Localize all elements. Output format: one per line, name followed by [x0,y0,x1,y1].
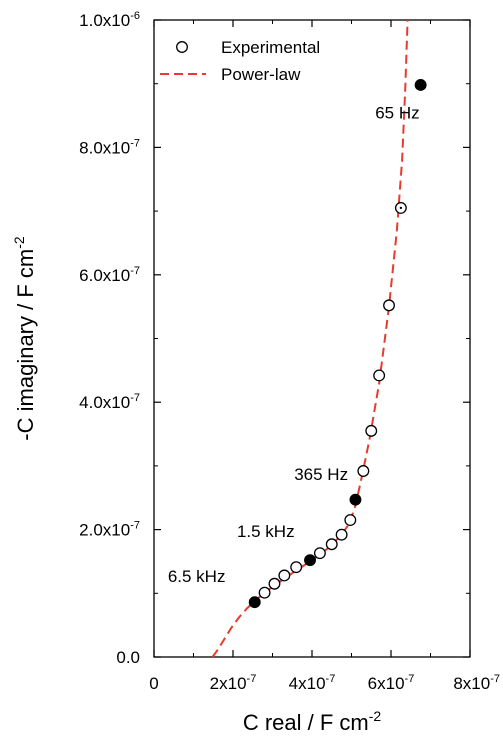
x-tick-label: 8x10-7 [453,673,500,693]
y-tick-label: 2.0x10-7 [79,520,140,540]
x-tick-label-base: 0 [149,674,158,693]
y-tick-label-base: 8.0x10 [79,138,130,157]
experimental-point-filled [248,596,261,609]
y-tick-label-base: 1.0x10 [79,11,130,30]
experimental-point [373,369,386,382]
axis-titles: C real / F cm-2-C imaginary / F cm-2 [11,236,381,735]
x-tick-label: 6x10-7 [368,673,415,693]
y-tick-label: 8.0x10-7 [79,137,140,157]
frequency-annotations: 65 Hz 365 Hz 1.5 kHz 6.5 kHz [168,104,420,586]
experimental-point [278,569,291,582]
experimental-point-filled [304,554,316,567]
frequency-label: 365 Hz [294,465,348,484]
y-tick-label-base: 4.0x10 [79,393,130,412]
y-tick-label: 0.0 [116,648,140,667]
experimental-point-filled [349,493,362,506]
x-tick-label: 2x10-7 [210,673,257,693]
x-tick-label-base: 6x10 [368,674,405,693]
x-tick-label-exp: -7 [490,673,500,685]
x-tick-label-exp: -7 [247,673,257,685]
y-axis-title-sup: -2 [11,236,27,249]
experimental-point [258,586,271,599]
y-axis-title-text: -C imaginary / F cm [13,249,38,441]
experimental-point [325,538,338,551]
experimental-point-center-dot [399,206,403,210]
experimental-point [383,299,395,312]
frequency-label: 1.5 kHz [237,522,295,541]
x-axis-title: C real / F cm-2 [243,708,382,735]
experimental-point-filled [414,79,427,91]
legend-marker-experimental [176,41,188,53]
experimental-point [313,547,326,560]
experimental-point [344,514,357,526]
axes: 0.02.0x10-74.0x10-76.0x10-78.0x10-71.0x1… [79,10,500,693]
x-tick-label-base: 8x10 [453,674,490,693]
y-tick-label-exp: -7 [130,392,140,404]
frequency-label: 65 Hz [375,104,419,123]
x-tick-label-exp: -7 [405,673,415,685]
y-tick-label: 6.0x10-7 [79,265,140,285]
x-tick-label: 4x10-7 [289,673,336,693]
x-tick-label-base: 2x10 [210,674,247,693]
x-tick-label-base: 4x10 [289,674,326,693]
x-axis-title-sup: -2 [369,708,382,724]
x-tick-label: 0 [149,674,158,693]
experimental-points-layer [248,79,427,609]
experimental-point [365,424,378,437]
experimental-point [290,561,303,574]
y-tick-label: 1.0x10-6 [79,10,140,30]
legend-label-experimental: Experimental [221,38,320,57]
legend: Experimental Power-law [160,38,320,84]
y-tick-label-exp: -7 [130,265,140,277]
y-tick-label-base: 0.0 [116,648,140,667]
y-axis-title: -C imaginary / F cm-2 [11,236,38,441]
y-tick-label-base: 2.0x10 [79,521,130,540]
experimental-point [335,528,348,541]
frequency-label: 6.5 kHz [168,567,226,586]
y-tick-label-exp: -7 [130,520,140,532]
x-tick-label-exp: -7 [326,673,336,685]
x-axis-title-text: C real / F cm [243,710,369,735]
experimental-point [357,465,370,477]
y-tick-label-exp: -7 [130,137,140,149]
experimental-point [268,577,281,590]
legend-label-power-law: Power-law [221,65,301,84]
y-tick-label: 4.0x10-7 [79,392,140,412]
y-tick-label-exp: -6 [130,10,140,22]
y-tick-label-base: 6.0x10 [79,266,130,285]
